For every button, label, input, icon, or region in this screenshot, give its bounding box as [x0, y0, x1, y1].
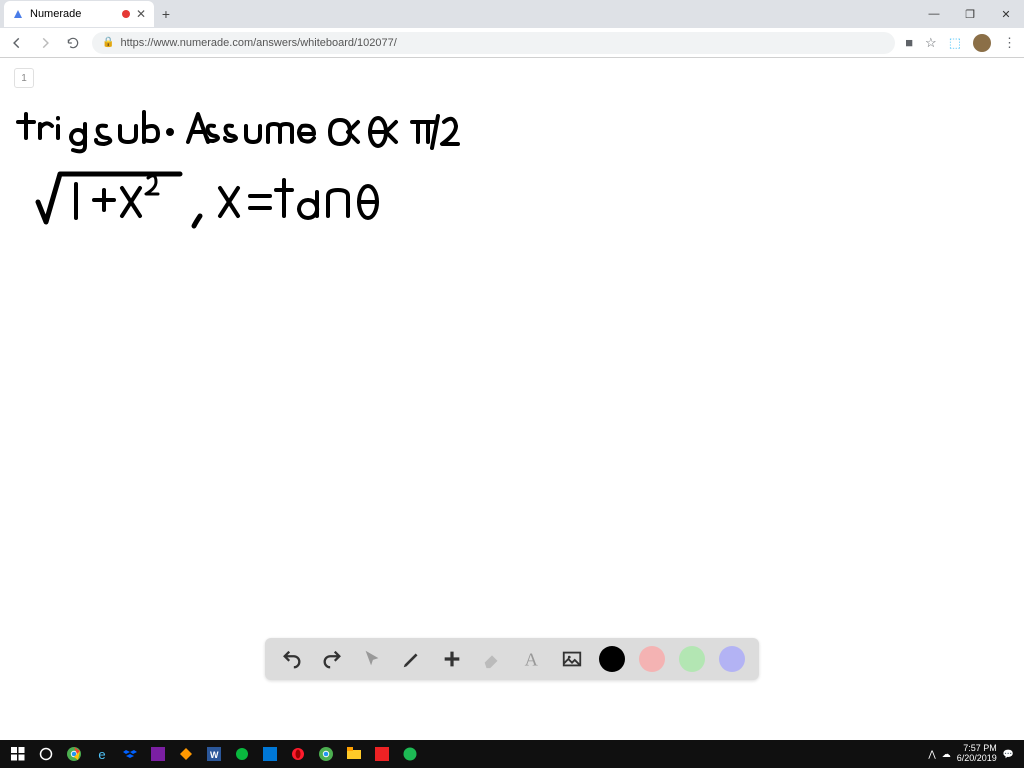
addr-icons: ■ ☆ ⬚ ⋮ — [905, 34, 1016, 52]
clock-date: 6/20/2019 — [957, 754, 997, 764]
forward-button[interactable] — [36, 34, 54, 52]
eraser-tool[interactable] — [479, 646, 505, 672]
windows-taskbar: e W ⋀ ☁ 7:57 PM 6/20/2019 💬 — [0, 740, 1024, 768]
bookmark-icon[interactable]: ☆ — [925, 35, 937, 51]
undo-button[interactable] — [279, 646, 305, 672]
new-tab-button[interactable]: + — [154, 6, 178, 22]
address-bar: 🔒 https://www.numerade.com/answers/white… — [0, 28, 1024, 58]
taskbar-app-purple[interactable] — [144, 742, 172, 766]
url-text: https://www.numerade.com/answers/whitebo… — [120, 37, 396, 49]
lock-icon: 🔒 — [102, 37, 114, 48]
svg-text:W: W — [210, 750, 219, 760]
handwriting-strokes — [8, 92, 488, 272]
taskbar-edge-icon[interactable]: e — [88, 742, 116, 766]
numerade-favicon — [12, 8, 24, 20]
maximize-button[interactable]: ❐ — [952, 0, 988, 28]
whiteboard-toolbar: A — [265, 638, 759, 680]
taskbar-word-icon[interactable]: W — [200, 742, 228, 766]
cortana-icon[interactable] — [32, 742, 60, 766]
browser-tab[interactable]: Numerade ✕ — [4, 1, 154, 27]
pointer-tool[interactable] — [359, 646, 385, 672]
tab-title: Numerade — [30, 8, 81, 20]
clock[interactable]: 7:57 PM 6/20/2019 — [957, 744, 997, 764]
recording-indicator-icon — [122, 10, 130, 18]
close-window-button[interactable]: ✕ — [988, 0, 1024, 28]
extension-icon[interactable]: ⬚ — [949, 35, 961, 51]
color-blue[interactable] — [719, 646, 745, 672]
tray-overflow-icon[interactable]: ⋀ — [928, 749, 935, 760]
taskbar-files-icon[interactable] — [340, 742, 368, 766]
window-controls: — ❐ ✕ — [916, 0, 1024, 28]
minimize-button[interactable]: — — [916, 0, 952, 28]
camera-icon[interactable]: ■ — [905, 35, 913, 50]
notification-icon[interactable]: 💬 — [1003, 749, 1014, 760]
system-tray: ⋀ ☁ 7:57 PM 6/20/2019 💬 — [928, 744, 1020, 764]
profile-avatar[interactable] — [973, 34, 991, 52]
tab-close-icon[interactable]: ✕ — [136, 7, 146, 21]
taskbar-chrome2-icon[interactable] — [312, 742, 340, 766]
redo-button[interactable] — [319, 646, 345, 672]
taskbar-dropbox-icon[interactable] — [116, 742, 144, 766]
url-input[interactable]: 🔒 https://www.numerade.com/answers/white… — [92, 32, 895, 54]
start-button[interactable] — [4, 742, 32, 766]
menu-icon[interactable]: ⋮ — [1003, 35, 1016, 51]
svg-text:A: A — [525, 649, 539, 669]
tray-onedrive-icon[interactable]: ☁ — [942, 749, 951, 760]
add-tool[interactable] — [439, 646, 465, 672]
page-indicator[interactable]: 1 — [14, 68, 34, 88]
taskbar-opera-icon[interactable] — [284, 742, 312, 766]
reload-button[interactable] — [64, 34, 82, 52]
pen-tool[interactable] — [399, 646, 425, 672]
color-red[interactable] — [639, 646, 665, 672]
text-tool[interactable]: A — [519, 646, 545, 672]
color-green[interactable] — [679, 646, 705, 672]
browser-chrome: Numerade ✕ + — ❐ ✕ 🔒 https://www.numerad… — [0, 0, 1024, 58]
taskbar-spotify-icon[interactable] — [396, 742, 424, 766]
taskbar-acrobat-icon[interactable] — [368, 742, 396, 766]
color-black[interactable] — [599, 646, 625, 672]
back-button[interactable] — [8, 34, 26, 52]
image-tool[interactable] — [559, 646, 585, 672]
taskbar-vscode-icon[interactable] — [256, 742, 284, 766]
taskbar-chrome-icon[interactable] — [60, 742, 88, 766]
tab-strip: Numerade ✕ + — ❐ ✕ — [0, 0, 1024, 28]
whiteboard-canvas[interactable]: 1 — [0, 58, 1024, 728]
taskbar-app-diamond[interactable] — [172, 742, 200, 766]
taskbar-wechat-icon[interactable] — [228, 742, 256, 766]
